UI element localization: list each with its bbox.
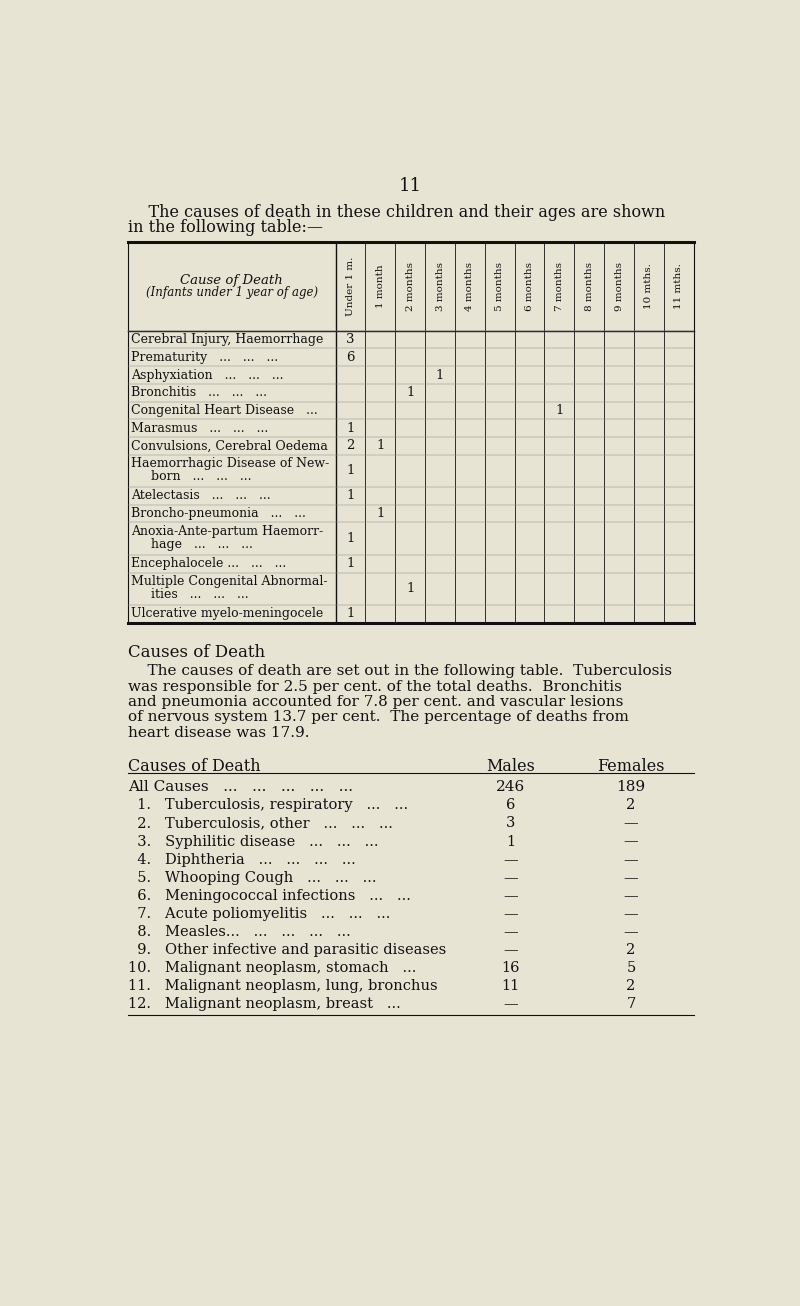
Text: 8.   Measles...   ...   ...   ...   ...: 8. Measles... ... ... ... ...	[128, 925, 350, 939]
Text: Haemorrhagic Disease of New-: Haemorrhagic Disease of New-	[131, 457, 330, 470]
Text: Congenital Heart Disease   ...: Congenital Heart Disease ...	[131, 404, 318, 417]
Text: 1.   Tuberculosis, respiratory   ...   ...: 1. Tuberculosis, respiratory ... ...	[128, 798, 408, 812]
Text: 5: 5	[626, 961, 635, 976]
Text: 3: 3	[346, 333, 354, 346]
Text: Causes of Death: Causes of Death	[128, 757, 261, 774]
Text: 6.   Meningococcal infections   ...   ...: 6. Meningococcal infections ... ...	[128, 889, 410, 902]
Text: 246: 246	[496, 780, 526, 794]
Text: —: —	[623, 906, 638, 921]
Text: —: —	[623, 925, 638, 939]
Text: 6: 6	[346, 351, 354, 364]
Text: 2.   Tuberculosis, other   ...   ...   ...: 2. Tuberculosis, other ... ... ...	[128, 816, 393, 831]
Text: —: —	[623, 853, 638, 867]
Text: 1: 1	[346, 422, 354, 435]
Text: The causes of death are set out in the following table.  Tuberculosis: The causes of death are set out in the f…	[128, 665, 672, 678]
Text: 1: 1	[555, 404, 563, 417]
Text: 11 mths.: 11 mths.	[674, 264, 683, 310]
Text: 8 months: 8 months	[585, 263, 594, 311]
Text: 3 months: 3 months	[435, 263, 445, 311]
Text: 1: 1	[346, 532, 354, 545]
Text: —: —	[503, 853, 518, 867]
Text: (Infants under 1 year of age): (Infants under 1 year of age)	[146, 286, 318, 299]
Text: —: —	[503, 889, 518, 902]
Text: —: —	[503, 871, 518, 884]
Text: 1: 1	[346, 607, 354, 620]
Text: Males: Males	[486, 757, 535, 774]
Text: 1: 1	[346, 465, 354, 478]
Text: of nervous system 13.7 per cent.  The percentage of deaths from: of nervous system 13.7 per cent. The per…	[128, 710, 629, 725]
Text: 7: 7	[626, 998, 635, 1011]
Text: 12.   Malignant neoplasm, breast   ...: 12. Malignant neoplasm, breast ...	[128, 998, 401, 1011]
Text: Encephalocele ...   ...   ...: Encephalocele ... ... ...	[131, 558, 286, 571]
Text: Ulcerative myelo-meningocele: Ulcerative myelo-meningocele	[131, 607, 323, 620]
Text: —: —	[503, 906, 518, 921]
Text: —: —	[503, 925, 518, 939]
Text: All Causes   ...   ...   ...   ...   ...: All Causes ... ... ... ... ...	[128, 780, 353, 794]
Text: Under 1 m.: Under 1 m.	[346, 257, 355, 316]
Text: —: —	[623, 871, 638, 884]
Text: Bronchitis   ...   ...   ...: Bronchitis ... ... ...	[131, 387, 267, 400]
Text: 3.   Syphilitic disease   ...   ...   ...: 3. Syphilitic disease ... ... ...	[128, 835, 378, 849]
Text: Causes of Death: Causes of Death	[128, 644, 265, 661]
Text: 2: 2	[626, 980, 635, 994]
Text: 1: 1	[376, 507, 385, 520]
Text: —: —	[623, 816, 638, 831]
Text: 5 months: 5 months	[495, 263, 504, 311]
Text: —: —	[623, 835, 638, 849]
Text: 7 months: 7 months	[555, 263, 564, 311]
Text: 189: 189	[616, 780, 646, 794]
Text: in the following table:—: in the following table:—	[128, 219, 323, 236]
Text: 9.   Other infective and parasitic diseases: 9. Other infective and parasitic disease…	[128, 943, 446, 957]
Text: 2: 2	[346, 439, 354, 452]
Text: Marasmus   ...   ...   ...: Marasmus ... ... ...	[131, 422, 268, 435]
Text: 5.   Whooping Cough   ...   ...   ...: 5. Whooping Cough ... ... ...	[128, 871, 376, 884]
Text: 1: 1	[406, 582, 414, 596]
Text: Prematurity   ...   ...   ...: Prematurity ... ... ...	[131, 351, 278, 364]
Text: Anoxia-Ante-partum Haemorr-: Anoxia-Ante-partum Haemorr-	[131, 525, 323, 538]
Text: —: —	[623, 889, 638, 902]
Text: 2: 2	[626, 943, 635, 957]
Text: Atelectasis   ...   ...   ...: Atelectasis ... ... ...	[131, 490, 270, 503]
Text: Females: Females	[597, 757, 665, 774]
Text: 16: 16	[502, 961, 520, 976]
Text: heart disease was 17.9.: heart disease was 17.9.	[128, 726, 310, 739]
Text: 1: 1	[506, 835, 515, 849]
Text: 2 months: 2 months	[406, 263, 414, 311]
Text: Asphyxiation   ...   ...   ...: Asphyxiation ... ... ...	[131, 368, 283, 381]
Text: Convulsions, Cerebral Oedema: Convulsions, Cerebral Oedema	[131, 439, 328, 452]
Text: 9 months: 9 months	[614, 263, 623, 311]
Text: hage   ...   ...   ...: hage ... ... ...	[131, 538, 253, 551]
Text: 1: 1	[346, 558, 354, 571]
Text: Cause of Death: Cause of Death	[180, 274, 283, 287]
Text: was responsible for 2.5 per cent. of the total deaths.  Bronchitis: was responsible for 2.5 per cent. of the…	[128, 679, 622, 693]
Text: 10.   Malignant neoplasm, stomach   ...: 10. Malignant neoplasm, stomach ...	[128, 961, 416, 976]
Text: 10 mths.: 10 mths.	[644, 264, 654, 310]
Text: 1: 1	[436, 368, 444, 381]
Text: 6: 6	[506, 798, 515, 812]
Text: and pneumonia accounted for 7.8 per cent. and vascular lesions: and pneumonia accounted for 7.8 per cent…	[128, 695, 623, 709]
Text: 11: 11	[502, 980, 520, 994]
Text: Multiple Congenital Abnormal-: Multiple Congenital Abnormal-	[131, 575, 327, 588]
Text: 4 months: 4 months	[466, 263, 474, 311]
Text: born   ...   ...   ...: born ... ... ...	[131, 470, 251, 483]
Text: 3: 3	[506, 816, 515, 831]
Text: 1 month: 1 month	[376, 265, 385, 308]
Text: Cerebral Injury, Haemorrhage: Cerebral Injury, Haemorrhage	[131, 333, 323, 346]
Text: —: —	[503, 998, 518, 1011]
Text: 1: 1	[376, 439, 385, 452]
Text: ities   ...   ...   ...: ities ... ... ...	[131, 588, 249, 601]
Text: 1: 1	[406, 387, 414, 400]
Text: —: —	[503, 943, 518, 957]
Text: 2: 2	[626, 798, 635, 812]
Text: 4.   Diphtheria   ...   ...   ...   ...: 4. Diphtheria ... ... ... ...	[128, 853, 356, 867]
Text: Broncho-pneumonia   ...   ...: Broncho-pneumonia ... ...	[131, 507, 306, 520]
Text: The causes of death in these children and their ages are shown: The causes of death in these children an…	[128, 204, 665, 221]
Text: 1: 1	[346, 490, 354, 503]
Text: 6 months: 6 months	[525, 263, 534, 311]
Text: 11.   Malignant neoplasm, lung, bronchus: 11. Malignant neoplasm, lung, bronchus	[128, 980, 438, 994]
Text: 7.   Acute poliomyelitis   ...   ...   ...: 7. Acute poliomyelitis ... ... ...	[128, 906, 390, 921]
Text: 11: 11	[398, 176, 422, 195]
